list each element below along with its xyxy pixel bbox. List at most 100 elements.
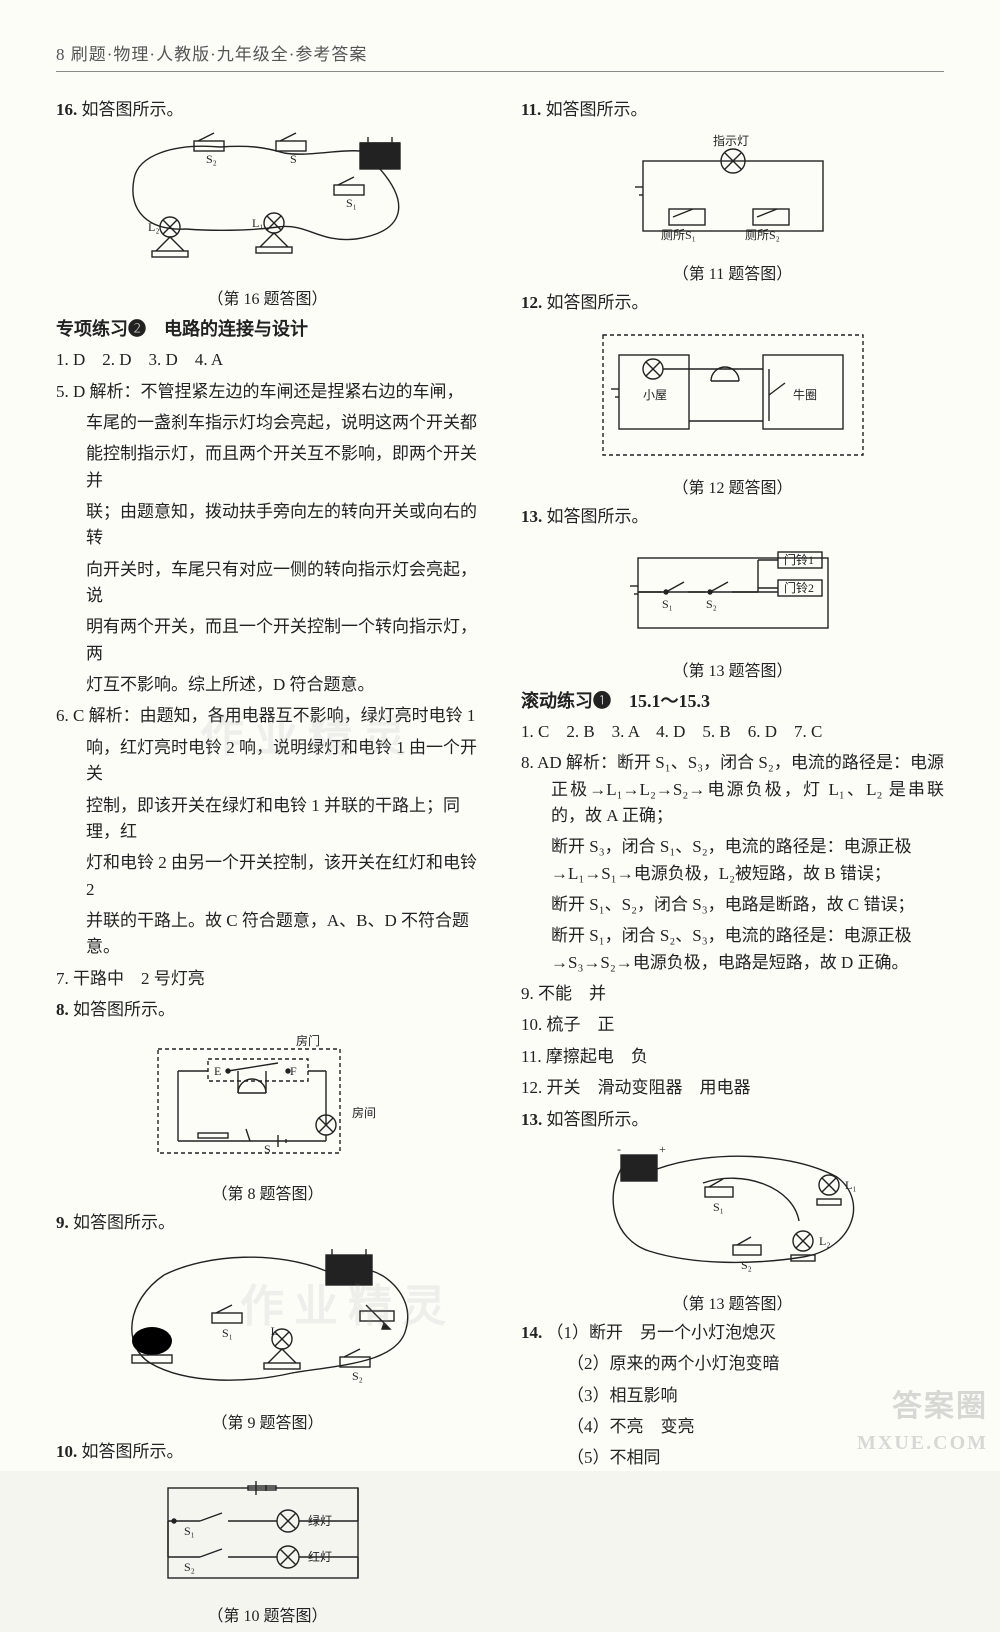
- q13a: 13. 如答图所示。: [521, 504, 944, 530]
- q14-num: 14.: [521, 1323, 542, 1342]
- fig13a-svg: S₁ S₂ 门铃1 门铃2: [618, 538, 848, 648]
- fig10-caption: （第 10 题答图）: [56, 1602, 479, 1626]
- q10r: 10. 梳子 正: [521, 1012, 944, 1038]
- q14: 14. （1）断开 另一个小灯泡熄灭: [521, 1320, 944, 1346]
- q5-line1: 车尾的一盏刹车指示灯均会亮起，说明这两个开关都: [56, 410, 479, 436]
- q6-line1: 响，红灯亮时电铃 2 响，说明绿灯和电铃 1 由一个开关: [56, 735, 479, 788]
- page-header: 8 刷题·物理·人教版·九年级全·参考答案: [56, 40, 944, 72]
- svg-text:S₂: S₂: [206, 152, 217, 166]
- q12: 12. 如答图所示。: [521, 290, 944, 316]
- rolling1-title: 滚动练习❶ 15.1～15.3: [521, 687, 944, 713]
- svg-text:L: L: [270, 1324, 277, 1338]
- q7: 7. 干路中 2 号灯亮: [56, 966, 479, 992]
- svg-text:-: -: [617, 1142, 621, 1156]
- q5-line3: 联；由题意知，拨动扶手旁向左的转向开关或向右的转: [56, 499, 479, 552]
- fig8-svg: 房门 房间 E F: [138, 1031, 398, 1171]
- q8r-label: 解析：: [566, 753, 617, 772]
- q9r: 9. 不能 并: [521, 981, 944, 1007]
- svg-text:厕所S₁: 厕所S₁: [661, 228, 696, 242]
- q14-p3: （3）相互影响: [521, 1383, 944, 1409]
- svg-text:S: S: [264, 1142, 271, 1156]
- svg-text:F: F: [290, 1064, 297, 1078]
- q10-num: 10.: [56, 1442, 77, 1461]
- fig12-caption: （第 12 题答图）: [521, 474, 944, 498]
- svg-text:S₂: S₂: [706, 597, 717, 611]
- svg-text:L₂: L₂: [148, 220, 160, 234]
- q16-text: 如答图所示。: [82, 100, 184, 119]
- fig16-caption: （第 16 题答图）: [56, 285, 479, 309]
- right-row1: 1. C 2. B 3. A 4. D 5. B 6. D 7. C: [521, 719, 944, 745]
- q8r-num: 8. AD: [521, 753, 562, 772]
- fig13a: S₁ S₂ 门铃1 门铃2 （第 13: [521, 538, 944, 681]
- q11: 11. 如答图所示。: [521, 97, 944, 123]
- q14-p5: （5）不相同: [521, 1445, 944, 1471]
- svg-text:厕所S₂: 厕所S₂: [745, 228, 780, 242]
- q5-line2: 能控制指示灯，而且两个开关互不影响，即两个开关并: [56, 441, 479, 494]
- fig11-svg: 指示灯 厕所S₁ 厕所S₂: [613, 131, 853, 251]
- fig9: S₁ L S₂: [56, 1245, 479, 1433]
- q13b: 13. 如答图所示。: [521, 1107, 944, 1133]
- q8r-p3: 断开 S₁、S₂，闭合 S₃，电路是断路，故 C 错误；: [521, 892, 944, 918]
- svg-text:S₁: S₁: [184, 1524, 195, 1538]
- svg-text:L₁: L₁: [252, 216, 264, 230]
- svg-text:L₁: L₁: [845, 1178, 857, 1192]
- svg-text:+: +: [659, 1142, 666, 1156]
- fig12-svg: 小屋 牛圈: [593, 325, 873, 465]
- q8: 8. 如答图所示。: [56, 997, 479, 1023]
- fig13b: -+ S₁ L: [521, 1141, 944, 1314]
- q8r-p2: 断开 S₃，闭合 S₁、S₂，电流的路径是：电源正极→L₁→S₁→电源负极，L₂…: [521, 834, 944, 887]
- q6-label: 解析：: [89, 706, 140, 725]
- fig13a-caption: （第 13 题答图）: [521, 657, 944, 681]
- fig13b-svg: -+ S₁ L: [593, 1141, 873, 1281]
- fig8-caption: （第 8 题答图）: [56, 1180, 479, 1204]
- q12r: 12. 开关 滑动变阻器 用电器: [521, 1075, 944, 1101]
- q13b-num: 13.: [521, 1110, 542, 1129]
- q6-line2: 控制，即该开关在绿灯和电铃 1 并联的干路上；同理，红: [56, 793, 479, 846]
- q16: 16. 如答图所示。: [56, 97, 479, 123]
- svg-text:门铃1: 门铃1: [784, 552, 814, 567]
- q5-num: 5. D: [56, 382, 85, 401]
- q5-line5: 明有两个开关，而且一个开关控制一个转向指示灯，两: [56, 614, 479, 667]
- fig16-svg: S S₂ S₁ L₂: [108, 131, 428, 276]
- q5-line6: 灯互不影响。综上所述，D 符合题意。: [56, 672, 479, 698]
- q16-num: 16.: [56, 100, 77, 119]
- svg-text:S₁: S₁: [346, 196, 357, 210]
- svg-text:S₂: S₂: [352, 1369, 363, 1383]
- columns: 16. 如答图所示。: [56, 92, 944, 1632]
- left-column: 16. 如答图所示。: [56, 92, 479, 1632]
- fig9-caption: （第 9 题答图）: [56, 1409, 479, 1433]
- q6-line4: 并联的干路上。故 C 符合题意，A、B、D 不符合题意。: [56, 908, 479, 961]
- q6-line3: 灯和电铃 2 由另一个开关控制，该开关在红灯和电铃 2: [56, 850, 479, 903]
- q5: 5. D 解析：不管捏紧左边的车闸还是捏紧右边的车闸，: [56, 379, 479, 405]
- svg-text:指示灯: 指示灯: [713, 133, 749, 148]
- svg-text:S₁: S₁: [713, 1200, 724, 1214]
- fig13b-caption: （第 13 题答图）: [521, 1290, 944, 1314]
- svg-text:S₂: S₂: [184, 1560, 195, 1574]
- q6: 6. C 解析：由题知，各用电器互不影响，绿灯亮时电铃 1: [56, 703, 479, 729]
- q6-num: 6. C: [56, 706, 84, 725]
- fig12: 小屋 牛圈: [521, 325, 944, 498]
- q5-line4: 向开关时，车尾只有对应一侧的转向指示灯会亮起，说: [56, 557, 479, 610]
- q5-label: 解析：: [90, 382, 141, 401]
- svg-text:S₂: S₂: [741, 1258, 752, 1272]
- svg-text:房间: 房间: [352, 1105, 376, 1120]
- fig10-svg: S₁ 绿灯 S₂ 红灯: [148, 1473, 388, 1593]
- q11r: 11. 摩擦起电 负: [521, 1044, 944, 1070]
- fig9-svg: S₁ L S₂: [108, 1245, 428, 1400]
- svg-text:牛圈: 牛圈: [793, 387, 817, 402]
- fig16: S S₂ S₁ L₂: [56, 131, 479, 309]
- svg-text:小屋: 小屋: [643, 388, 667, 402]
- svg-text:L₂: L₂: [819, 1234, 831, 1248]
- q10: 10. 如答图所示。: [56, 1439, 479, 1465]
- q8-num: 8.: [56, 1000, 69, 1019]
- q9-num: 9.: [56, 1213, 69, 1232]
- page: 8 刷题·物理·人教版·九年级全·参考答案 16. 如答图所示。: [0, 0, 1000, 1471]
- q14-p2: （2）原来的两个小灯泡变暗: [521, 1351, 944, 1377]
- svg-text:门铃2: 门铃2: [784, 580, 814, 595]
- svg-text:E: E: [214, 1064, 221, 1078]
- q12-num: 12.: [521, 293, 542, 312]
- q11-num: 11.: [521, 100, 541, 119]
- svg-text:S₁: S₁: [222, 1326, 233, 1340]
- fig10: S₁ 绿灯 S₂ 红灯: [56, 1473, 479, 1626]
- q8r-p4: 断开 S₁，闭合 S₂、S₃，电流的路径是：电源正极→S₃→S₂→电源负极，电路…: [521, 923, 944, 976]
